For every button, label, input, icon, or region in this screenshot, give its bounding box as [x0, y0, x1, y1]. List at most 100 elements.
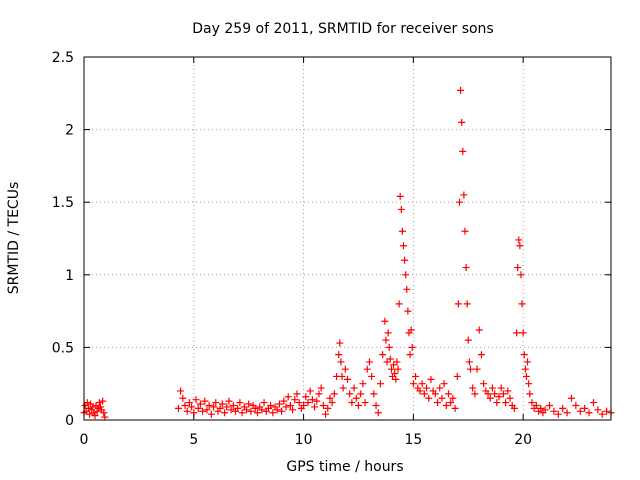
data-point: [293, 390, 301, 398]
data-point: [442, 401, 450, 409]
data-point: [517, 271, 525, 279]
y-tick-label: 1: [65, 268, 74, 284]
data-point: [181, 401, 189, 409]
data-point: [518, 300, 526, 308]
data-point: [436, 384, 444, 392]
ticks: 0 5 10 15 20 0 0.5 1 1.5 2 2.5: [52, 50, 611, 448]
data-point: [528, 399, 536, 407]
data-point: [286, 401, 294, 409]
data-point: [221, 409, 229, 417]
data-point: [315, 390, 323, 398]
data-point: [454, 300, 462, 308]
data-point: [598, 410, 606, 418]
data-point: [308, 396, 316, 404]
data-point: [581, 404, 589, 412]
data-point: [463, 300, 471, 308]
data-point: [554, 410, 562, 418]
data-point: [387, 365, 395, 373]
data-point: [319, 401, 327, 409]
data-point: [174, 404, 182, 412]
data-point: [504, 387, 512, 395]
data-point: [572, 401, 580, 409]
data-point: [462, 264, 470, 272]
data-point: [242, 406, 250, 414]
data-point: [311, 403, 319, 411]
data-point: [525, 380, 533, 388]
data-point: [391, 370, 399, 378]
data-point: [486, 394, 494, 402]
data-point: [455, 198, 463, 206]
data-point: [229, 401, 237, 409]
data-point: [475, 326, 483, 334]
data-point: [339, 384, 347, 392]
data-point: [453, 372, 461, 380]
data-point: [247, 407, 255, 415]
y-tick-label: 2.5: [52, 50, 74, 66]
data-point: [412, 372, 420, 380]
data-point: [515, 236, 523, 244]
data-point: [374, 409, 382, 417]
data-point: [185, 399, 193, 407]
data-point: [427, 375, 435, 383]
data-point: [469, 384, 477, 392]
data-point: [368, 372, 376, 380]
data-point: [225, 397, 233, 405]
data-point: [541, 406, 549, 414]
data-point: [395, 300, 403, 308]
data-point: [416, 387, 424, 395]
data-point: [227, 406, 235, 414]
data-point: [491, 390, 499, 398]
data-point: [300, 401, 308, 409]
data-point: [423, 384, 431, 392]
data-point: [497, 384, 505, 392]
data-point: [317, 384, 325, 392]
data-point: [510, 404, 518, 412]
data-point: [493, 399, 501, 407]
data-point: [434, 399, 442, 407]
data-point: [385, 343, 393, 351]
data-point: [519, 329, 527, 337]
data-point: [459, 147, 467, 155]
data-point: [409, 380, 417, 388]
y-tick-label: 0: [65, 413, 74, 429]
data-point: [372, 401, 380, 409]
data-point: [238, 409, 246, 417]
data-point: [188, 403, 196, 411]
data-point: [291, 396, 299, 404]
data-point: [223, 403, 231, 411]
data-point: [532, 401, 540, 409]
data-point: [84, 404, 92, 412]
data-point: [346, 390, 354, 398]
data-point: [420, 390, 428, 398]
x-tick-label: 15: [404, 432, 422, 448]
data-point: [567, 394, 575, 402]
data-point: [354, 401, 362, 409]
data-point: [399, 242, 407, 250]
data-point: [394, 365, 402, 373]
data-point: [341, 365, 349, 373]
data-point: [398, 227, 406, 235]
data-point: [282, 403, 290, 411]
data-point: [370, 390, 378, 398]
x-tick-label: 5: [189, 432, 198, 448]
data-point: [201, 397, 209, 405]
data-point: [363, 365, 371, 373]
data-point: [431, 390, 439, 398]
data-point: [183, 407, 191, 415]
data-point: [212, 399, 220, 407]
data-point: [402, 271, 410, 279]
data-point: [260, 399, 268, 407]
data-point: [513, 329, 521, 337]
data-point: [403, 285, 411, 293]
data-point: [278, 407, 286, 415]
data-point: [386, 355, 394, 363]
data-point: [192, 396, 200, 404]
x-tick-label: 20: [514, 432, 532, 448]
data-point: [393, 358, 401, 366]
data-point: [179, 394, 187, 402]
data-point: [526, 390, 534, 398]
data-point: [207, 410, 215, 418]
data-point: [537, 404, 545, 412]
data-point: [488, 384, 496, 392]
